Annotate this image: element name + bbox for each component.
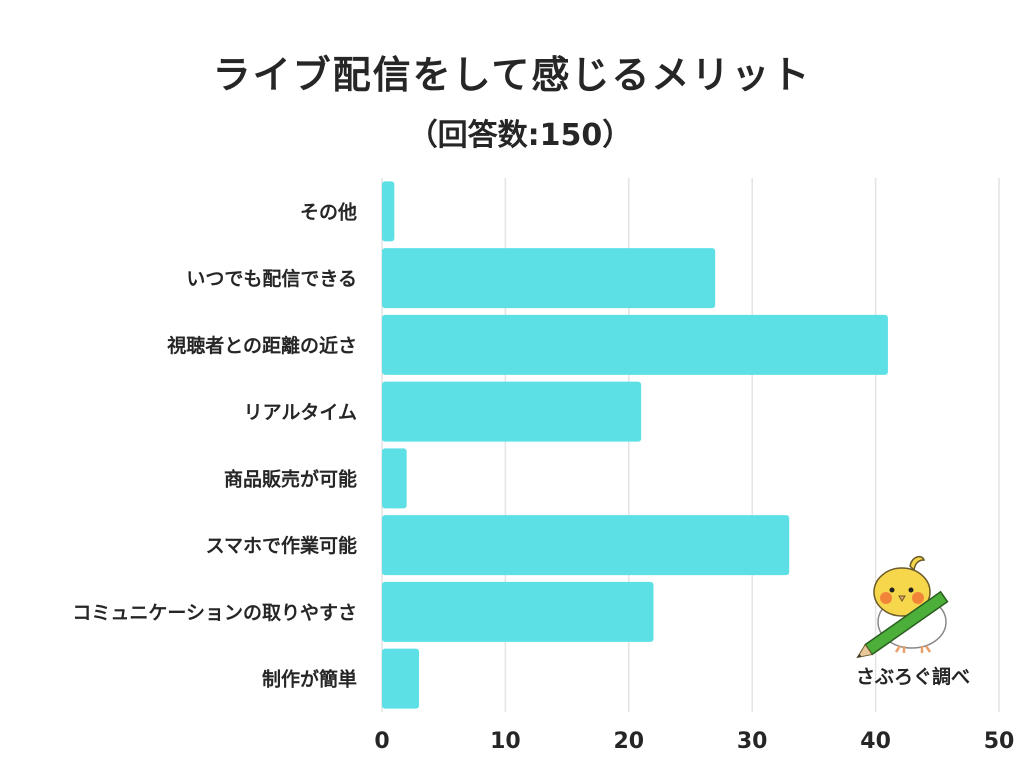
category-label: 視聴者との距離の近さ (166, 334, 357, 357)
x-tick-label: 30 (737, 729, 768, 754)
bar (382, 648, 420, 709)
category-label: 制作が簡単 (262, 668, 357, 691)
x-tick-label: 10 (490, 729, 521, 754)
x-axis-tick-labels: 0 10 20 30 40 50 (374, 729, 1014, 754)
bird-with-pencil-icon (856, 555, 949, 659)
category-label: その他 (300, 200, 357, 223)
category-label: 商品販売が可能 (224, 467, 357, 490)
x-tick-label: 40 (860, 729, 891, 754)
x-tick-label: 0 (374, 729, 389, 754)
bar (382, 314, 888, 375)
bar (382, 515, 790, 576)
category-label: コミュニケーションの取りやすさ (72, 602, 357, 624)
category-label: いつでも配信できる (186, 267, 357, 290)
chart-title: ライブ配信をして感じるメリット (212, 53, 812, 97)
category-label: スマホで作業可能 (206, 534, 357, 557)
bar (382, 448, 407, 509)
credit-text: さぶろぐ調べ (855, 666, 970, 688)
bar (382, 181, 395, 242)
bar (382, 581, 654, 642)
bars (382, 181, 888, 709)
category-label: リアルタイム (244, 402, 357, 424)
x-tick-label: 50 (984, 729, 1015, 754)
category-labels: その他いつでも配信できる視聴者との距離の近さリアルタイム商品販売が可能スマホで作… (72, 200, 357, 690)
chart-subtitle: （回答数:150） (407, 118, 633, 153)
bar (382, 381, 642, 442)
bar (382, 248, 716, 309)
x-tick-label: 20 (613, 729, 644, 754)
